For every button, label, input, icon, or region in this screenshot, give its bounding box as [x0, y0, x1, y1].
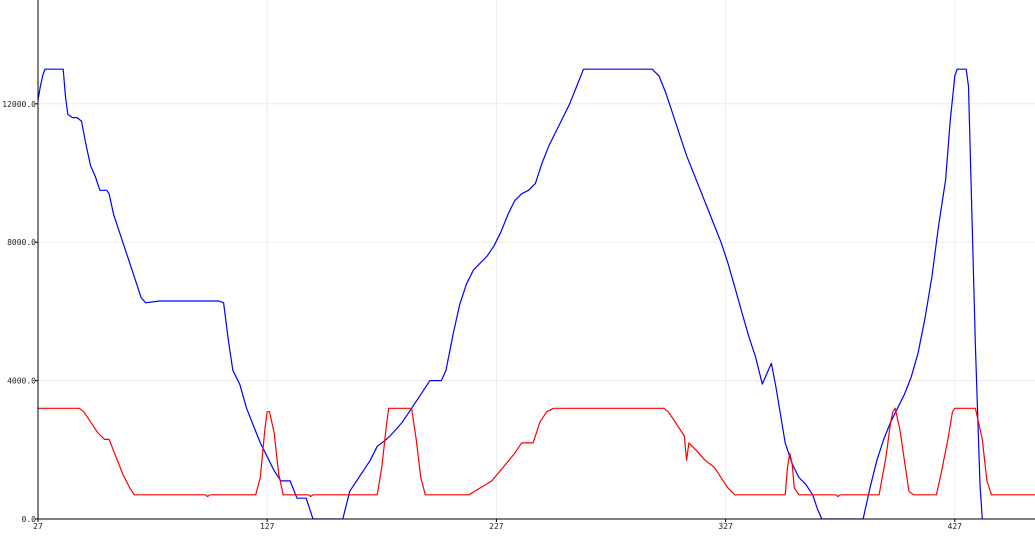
y-tick-label: 0.0	[22, 515, 37, 524]
x-tick-label: 227	[489, 522, 504, 531]
y-tick-label: 8000.0	[7, 238, 36, 247]
x-tick-label: 127	[260, 522, 275, 531]
series-line-2	[38, 407, 1035, 498]
x-tick-label: 27	[33, 522, 43, 531]
x-tick-label: 427	[948, 522, 963, 531]
y-tick-label: 4000.0	[7, 377, 36, 386]
series-line-1	[38, 68, 983, 519]
x-tick-label: 327	[718, 522, 733, 531]
y-tick-label: 12000.0	[2, 100, 36, 109]
